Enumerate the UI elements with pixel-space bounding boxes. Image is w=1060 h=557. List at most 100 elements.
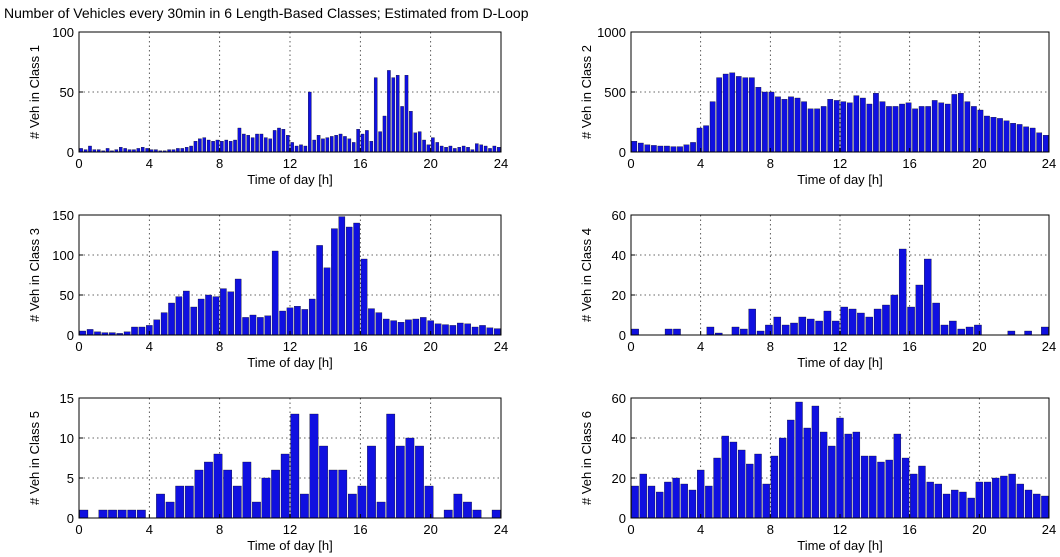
bar	[220, 141, 224, 153]
bar	[729, 72, 736, 153]
bar	[136, 148, 141, 153]
bar	[820, 106, 827, 153]
bar	[742, 77, 749, 153]
bar	[153, 319, 160, 336]
x-tick-label: 8	[216, 156, 223, 171]
bar	[827, 99, 834, 153]
bar	[877, 461, 885, 519]
bar	[189, 145, 193, 153]
bar	[912, 108, 918, 153]
bar	[165, 501, 175, 519]
bar	[925, 106, 931, 153]
bar	[259, 133, 264, 153]
y-tick-label: 0	[619, 145, 626, 160]
bar	[376, 501, 386, 519]
bar	[778, 437, 787, 519]
bar	[264, 315, 272, 336]
bar	[323, 267, 331, 336]
bar	[1023, 126, 1029, 153]
bar	[965, 326, 974, 336]
bar	[677, 146, 683, 153]
x-tick-label: 24	[494, 522, 508, 537]
bar	[787, 419, 795, 519]
bar	[832, 320, 840, 336]
x-tick-label: 16	[902, 156, 916, 171]
bar	[860, 97, 866, 153]
bar	[390, 320, 397, 336]
bar	[286, 135, 290, 153]
bar	[873, 308, 882, 336]
x-tick-label: 0	[75, 522, 82, 537]
bar	[184, 485, 194, 519]
y-tick-label: 100	[52, 25, 74, 40]
bar	[869, 455, 877, 519]
bar	[488, 148, 492, 153]
bar	[746, 463, 754, 519]
bar	[716, 77, 722, 153]
bar	[938, 102, 945, 153]
bar	[227, 291, 235, 336]
y-tick-label: 15	[60, 391, 74, 406]
bar	[198, 138, 202, 153]
bar	[220, 288, 227, 336]
bar	[915, 284, 924, 336]
bar	[119, 147, 123, 153]
bar	[680, 483, 688, 519]
bar	[286, 307, 294, 336]
bar	[424, 485, 434, 519]
y-tick-label: 0	[67, 328, 74, 343]
y-tick-label: 20	[612, 288, 626, 303]
bar	[382, 115, 387, 153]
bar	[412, 318, 420, 336]
y-tick-label: 500	[604, 85, 626, 100]
bar	[321, 138, 325, 153]
bar	[290, 142, 294, 153]
bar	[353, 222, 360, 336]
bar	[997, 118, 1003, 153]
bar	[237, 127, 242, 153]
x-tick-label: 24	[494, 156, 508, 171]
bar	[934, 483, 943, 519]
bar	[347, 493, 357, 519]
bar	[461, 145, 466, 153]
x-tick-label: 12	[283, 339, 297, 354]
bar	[271, 469, 280, 519]
bar	[672, 477, 680, 519]
bar	[271, 250, 279, 336]
bar	[405, 319, 412, 336]
bar	[464, 323, 471, 336]
bar	[899, 103, 905, 153]
bar	[334, 135, 338, 153]
bar	[280, 453, 290, 519]
bar	[801, 101, 807, 153]
bar	[951, 489, 959, 519]
bar	[775, 96, 781, 153]
x-tick-label: 8	[767, 339, 774, 354]
bar	[840, 306, 848, 336]
bar	[892, 106, 899, 153]
bar	[690, 142, 696, 153]
bar	[770, 455, 779, 519]
bar	[145, 148, 149, 153]
bar	[918, 465, 926, 519]
x-tick-label: 4	[146, 522, 153, 537]
x-tick-label: 20	[972, 522, 986, 537]
bar	[713, 457, 721, 519]
subplot-class-6: 0 4 8 12 16 20 24 0 20 40 60 Time of day [h] # Veh i…	[579, 391, 1056, 553]
bar	[338, 133, 343, 153]
bar	[194, 469, 204, 519]
bar	[781, 99, 788, 153]
bar	[193, 141, 198, 153]
bar	[108, 509, 117, 519]
y-tick-label: 0	[619, 511, 626, 526]
y-tick-label: 50	[60, 288, 74, 303]
bar	[180, 148, 185, 153]
bar	[422, 139, 426, 153]
bar	[494, 328, 501, 336]
bar	[417, 131, 422, 153]
bar	[1042, 135, 1049, 153]
bar	[175, 485, 185, 519]
bar	[316, 135, 321, 153]
bar	[338, 469, 348, 519]
